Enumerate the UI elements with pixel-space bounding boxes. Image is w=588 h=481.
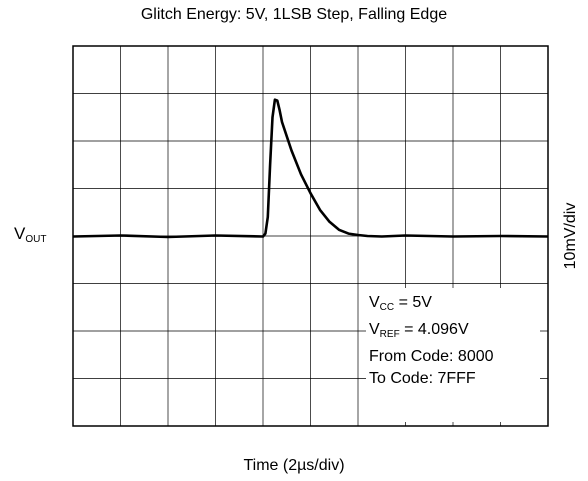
annotation-box: VCC = 5V VREF = 4.096V From Code: 8000 T…	[366, 288, 540, 422]
annotation-from-code: From Code: 8000	[369, 348, 494, 365]
vout-trace	[72, 98, 549, 239]
trace-layer	[72, 98, 549, 239]
y-axis-label-left: VOUT	[14, 224, 47, 245]
annotation-to-code: To Code: 7FFF	[369, 370, 476, 387]
annotation-vref: VREF = 4.096V	[369, 321, 469, 340]
y-axis-label-right: 10mV/div	[562, 202, 579, 270]
chart-title: Glitch Energy: 5V, 1LSB Step, Falling Ed…	[140, 6, 448, 23]
plot-frame	[72, 45, 549, 427]
x-axis-label: Time (2µs/div)	[243, 457, 345, 474]
annotation-vcc: VCC = 5V	[369, 294, 432, 313]
